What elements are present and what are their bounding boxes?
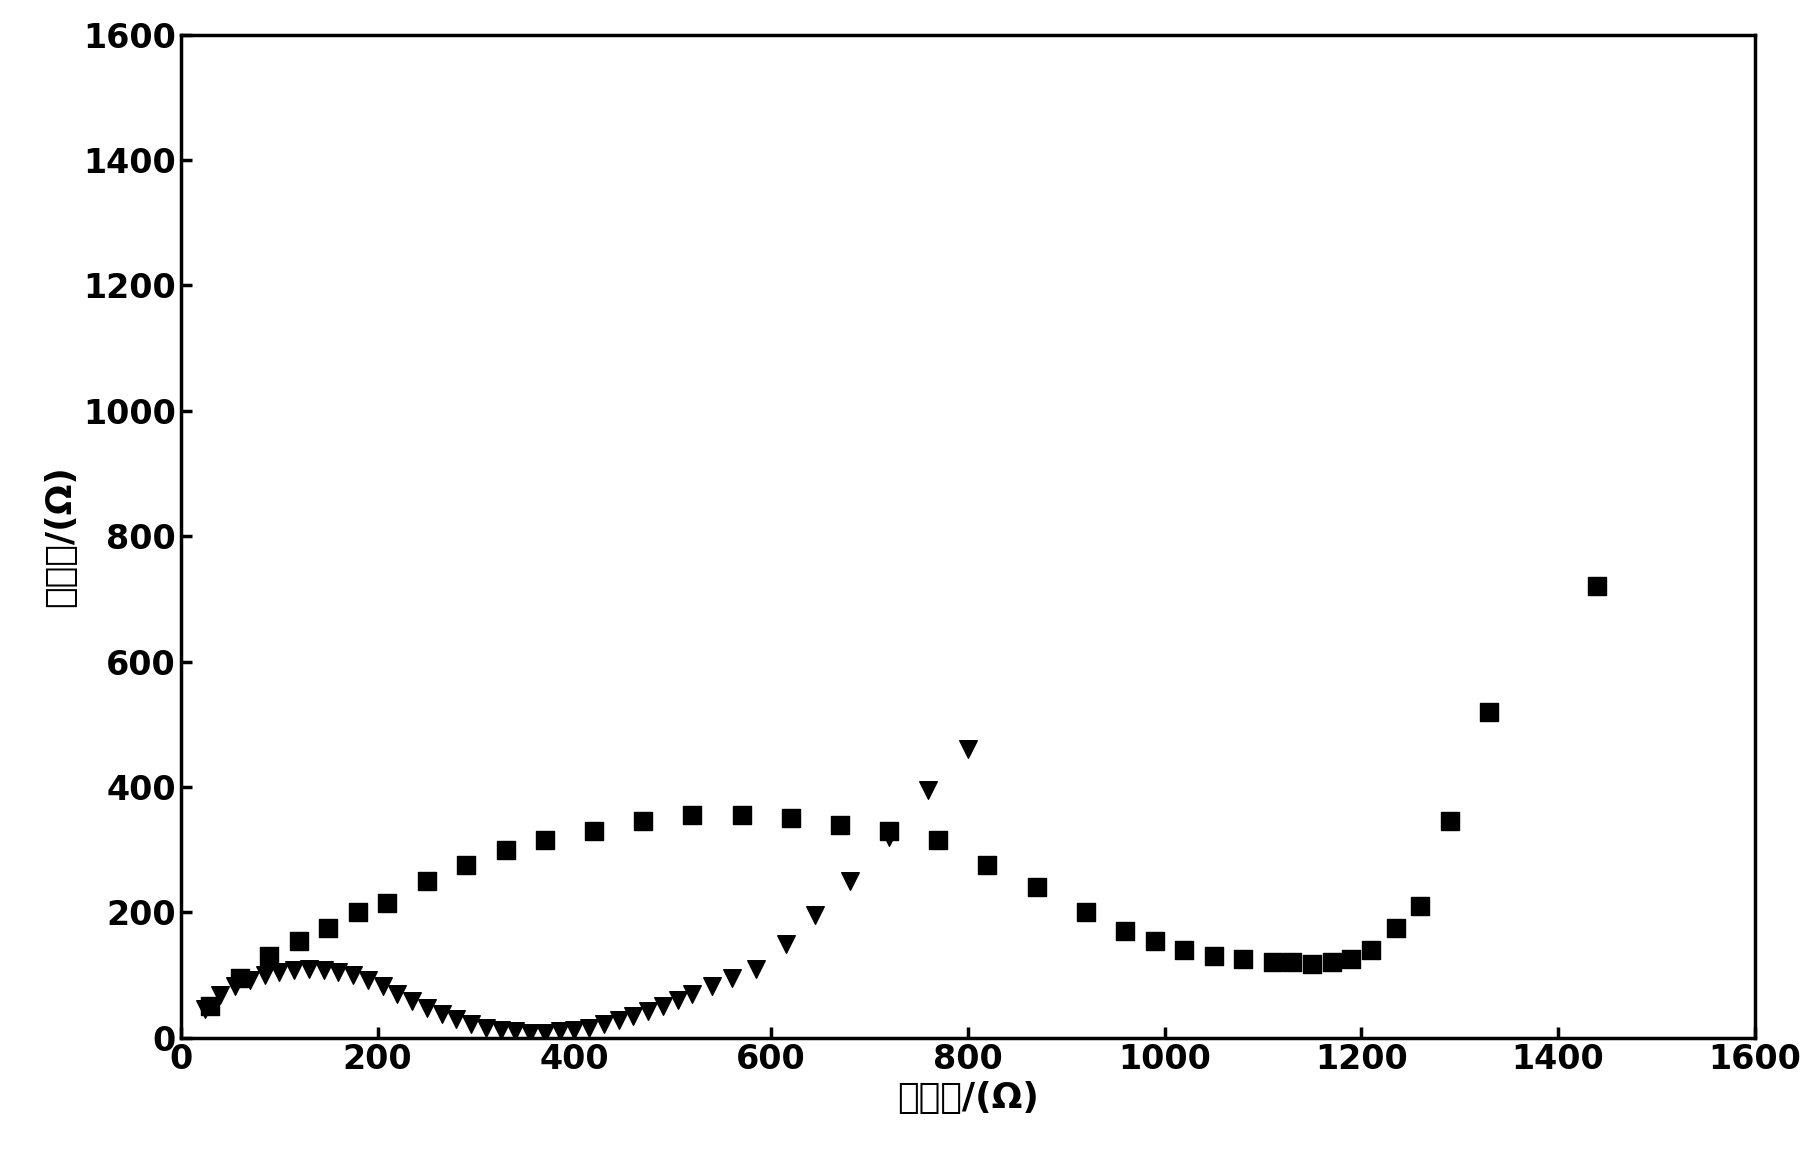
Point bbox=[924, 831, 953, 850]
Point bbox=[452, 856, 481, 874]
Point bbox=[412, 998, 441, 1017]
Point bbox=[559, 1020, 588, 1039]
Point bbox=[1583, 576, 1612, 595]
Point bbox=[1199, 947, 1228, 965]
Point bbox=[315, 919, 344, 937]
Point bbox=[206, 986, 235, 1004]
Point bbox=[1071, 903, 1100, 921]
Point bbox=[516, 1024, 545, 1042]
Point bbox=[338, 966, 367, 985]
Point bbox=[1435, 812, 1463, 830]
Point bbox=[1297, 955, 1326, 973]
Point bbox=[914, 781, 942, 799]
Y-axis label: 虚阻抗/(Ω): 虚阻抗/(Ω) bbox=[43, 465, 78, 608]
Point bbox=[192, 1001, 221, 1019]
Point bbox=[427, 1004, 456, 1023]
Point bbox=[1228, 950, 1257, 969]
Point bbox=[324, 963, 353, 981]
Point bbox=[235, 971, 264, 989]
Point bbox=[501, 1023, 530, 1041]
Point bbox=[590, 1015, 619, 1033]
Point bbox=[295, 959, 324, 978]
Point bbox=[1277, 954, 1306, 972]
Point bbox=[771, 934, 800, 952]
Point bbox=[664, 990, 693, 1009]
Point bbox=[226, 969, 255, 987]
Point bbox=[742, 959, 771, 978]
Point bbox=[575, 1018, 604, 1037]
Point bbox=[1259, 954, 1288, 972]
Point bbox=[1317, 954, 1346, 972]
Point bbox=[727, 806, 756, 824]
Point bbox=[630, 812, 658, 830]
Point bbox=[1357, 941, 1386, 959]
Point bbox=[801, 906, 830, 925]
Point bbox=[456, 1015, 485, 1033]
Point bbox=[284, 932, 313, 950]
Point bbox=[384, 985, 412, 1003]
Point bbox=[836, 872, 865, 890]
Point bbox=[309, 960, 338, 979]
Point bbox=[633, 1002, 662, 1020]
Point bbox=[344, 903, 373, 921]
Point bbox=[678, 985, 707, 1003]
Point bbox=[619, 1007, 648, 1025]
Point bbox=[579, 822, 608, 841]
Point bbox=[255, 947, 284, 965]
Point bbox=[280, 960, 309, 979]
Point bbox=[825, 815, 854, 834]
Point bbox=[373, 894, 402, 912]
Point bbox=[490, 841, 519, 859]
Point bbox=[545, 1023, 573, 1041]
Point bbox=[353, 971, 382, 989]
Point bbox=[1140, 932, 1169, 950]
Point bbox=[874, 822, 903, 841]
Point bbox=[250, 966, 279, 985]
Point bbox=[221, 977, 250, 995]
Point bbox=[953, 740, 982, 759]
Point bbox=[776, 809, 805, 828]
Point bbox=[698, 977, 727, 995]
Point bbox=[487, 1020, 516, 1039]
Point bbox=[412, 872, 441, 890]
Point bbox=[604, 1011, 633, 1030]
Point bbox=[441, 1010, 470, 1028]
Point bbox=[1406, 897, 1435, 915]
Point bbox=[530, 831, 559, 850]
Point bbox=[1111, 922, 1140, 941]
Point bbox=[678, 806, 707, 824]
Point bbox=[530, 1024, 559, 1042]
Point bbox=[874, 828, 903, 846]
Point bbox=[716, 969, 745, 987]
Point bbox=[367, 977, 396, 995]
Point bbox=[195, 997, 224, 1016]
Point bbox=[1382, 919, 1411, 937]
Point bbox=[1337, 950, 1366, 969]
Point bbox=[472, 1018, 501, 1037]
Point bbox=[398, 992, 427, 1010]
Point bbox=[1170, 941, 1199, 959]
Point bbox=[264, 963, 293, 981]
Point bbox=[973, 856, 1002, 874]
X-axis label: 实阻抗/(Ω): 实阻抗/(Ω) bbox=[897, 1082, 1038, 1115]
Point bbox=[1474, 702, 1503, 721]
Point bbox=[648, 997, 677, 1016]
Point bbox=[1022, 879, 1051, 897]
